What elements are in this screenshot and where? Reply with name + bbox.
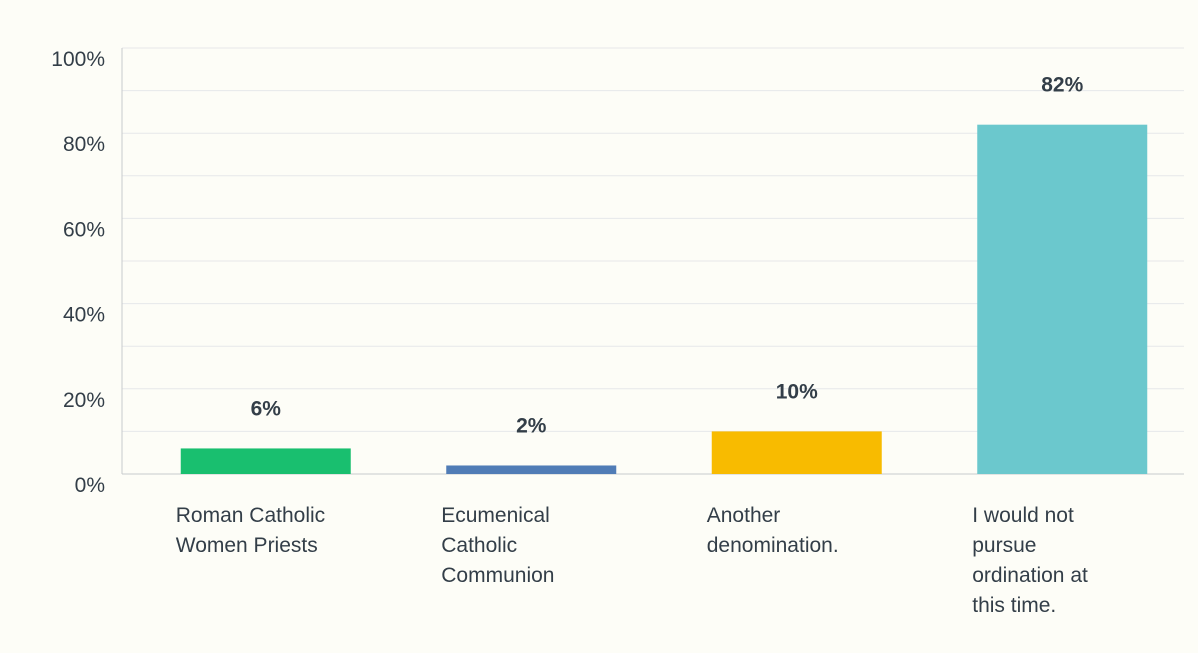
labels: 0% 20% 40% 60% 80% 100% 6% Roman Catholic Women …	[51, 48, 1088, 617]
category-label: Roman Catholic Women Priests	[176, 504, 325, 557]
category-label: Another denomination.	[707, 504, 839, 557]
bars	[180, 124, 1148, 475]
data-label: 6%	[251, 397, 282, 420]
category-label: Ecumenical Catholic Communion	[441, 504, 554, 587]
y-tick-label: 0%	[75, 474, 105, 497]
bar	[711, 431, 882, 474]
bar	[180, 448, 351, 474]
y-tick-label: 40%	[63, 304, 105, 327]
bar	[446, 465, 617, 474]
gridlines	[122, 47, 1184, 432]
category-label: I would not pursue ordination at this time.	[972, 504, 1088, 617]
y-tick-label: 60%	[63, 218, 105, 241]
y-tick-label: 20%	[63, 389, 105, 412]
data-label: 2%	[516, 414, 547, 437]
bar	[977, 124, 1148, 475]
y-tick-label: 80%	[63, 133, 105, 156]
data-label: 10%	[776, 380, 818, 403]
data-label: 82%	[1041, 74, 1083, 97]
y-tick-label: 100%	[51, 48, 105, 71]
